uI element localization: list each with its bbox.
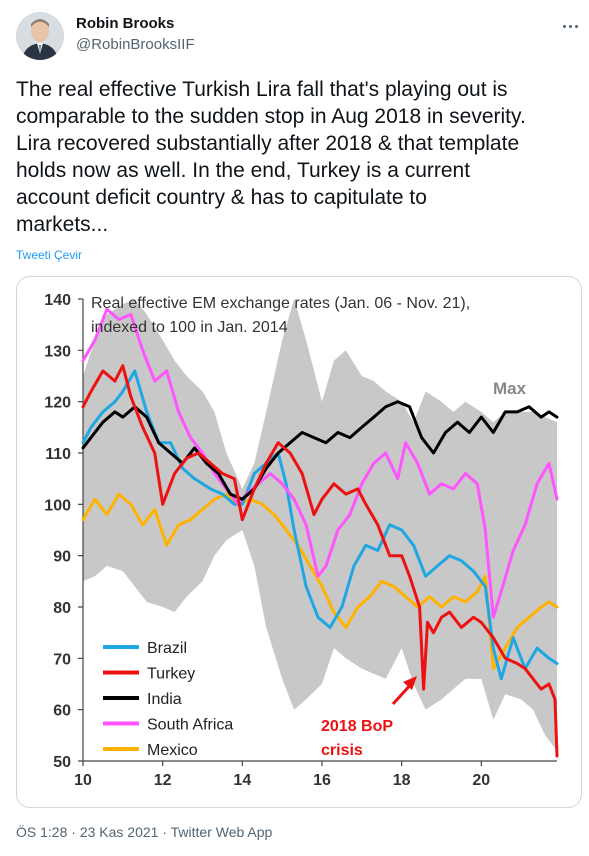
avatar[interactable] — [16, 12, 64, 60]
y-tick-label: 120 — [44, 395, 71, 412]
more-dot — [574, 24, 578, 28]
legend-label: Mexico — [147, 742, 198, 759]
annotation-line1: 2018 BoP — [321, 718, 393, 735]
series-line-turkey — [81, 364, 559, 758]
y-tick-label: 70 — [53, 651, 71, 668]
annotation-line2: crisis — [321, 742, 363, 759]
x-tick-label: 18 — [393, 772, 411, 789]
legend-label: South Africa — [147, 717, 233, 734]
y-tick-label: 60 — [53, 703, 71, 720]
x-tick-label: 16 — [313, 772, 331, 789]
legend-label: Turkey — [147, 666, 195, 683]
band-min-label: Min — [501, 738, 530, 757]
translate-tweet-link[interactable]: Tweeti Çevir — [16, 248, 83, 262]
series-line-india — [81, 400, 559, 501]
y-tick-label: 50 — [53, 754, 71, 771]
tweet-text: The real effective Turkish Lira fall tha… — [16, 78, 526, 236]
tweet-date[interactable]: 23 Kas 2021 — [79, 824, 159, 840]
y-tick-label: 80 — [53, 600, 71, 617]
meta-separator: · — [162, 824, 168, 840]
x-tick-label: 12 — [154, 772, 172, 789]
tweet-meta: ÖS 1:28 · 23 Kas 2021 · Twitter Web App — [16, 824, 272, 840]
author-name[interactable]: Robin Brooks — [76, 15, 175, 32]
tweet-media[interactable]: 50 60 70 80 90 100 110 120 130 140 10 12 14 16 18 20 Re… — [16, 276, 582, 808]
x-tick-label: 20 — [472, 772, 490, 789]
tweet-time[interactable]: ÖS 1:28 — [16, 824, 68, 840]
annotation-arrow — [391, 676, 417, 706]
y-tick-label: 100 — [44, 497, 71, 514]
y-tick-label: 110 — [45, 446, 71, 463]
author-handle[interactable]: @RobinBrooksIIF — [76, 36, 195, 53]
more-dots-icon — [562, 24, 566, 28]
exchange-rate-chart: 50 60 70 80 90 100 110 120 130 140 10 12 14 16 18 20 Re… — [44, 292, 559, 789]
avatar-photo — [16, 12, 64, 60]
legend-label: India — [147, 691, 182, 708]
tweet-source-app[interactable]: Twitter Web App — [170, 824, 273, 840]
y-tick-label: 90 — [53, 549, 71, 566]
meta-separator: · — [71, 824, 76, 840]
x-tick-label: 14 — [233, 772, 251, 789]
y-tick-label: 130 — [44, 343, 71, 360]
more-dot — [568, 24, 572, 28]
min-max-band — [83, 299, 557, 751]
chart-title-line2: indexed to 100 in Jan. 2014 — [91, 319, 288, 336]
y-tick-label: 140 — [44, 292, 71, 309]
band-max-label: Max — [493, 379, 527, 398]
chart-title-line1: Real effective EM exchange rates (Jan. 0… — [91, 295, 470, 312]
x-tick-label: 10 — [74, 772, 92, 789]
legend-label: Brazil — [147, 640, 187, 657]
series-line-south-africa — [81, 307, 559, 619]
more-options-button[interactable] — [556, 12, 584, 40]
